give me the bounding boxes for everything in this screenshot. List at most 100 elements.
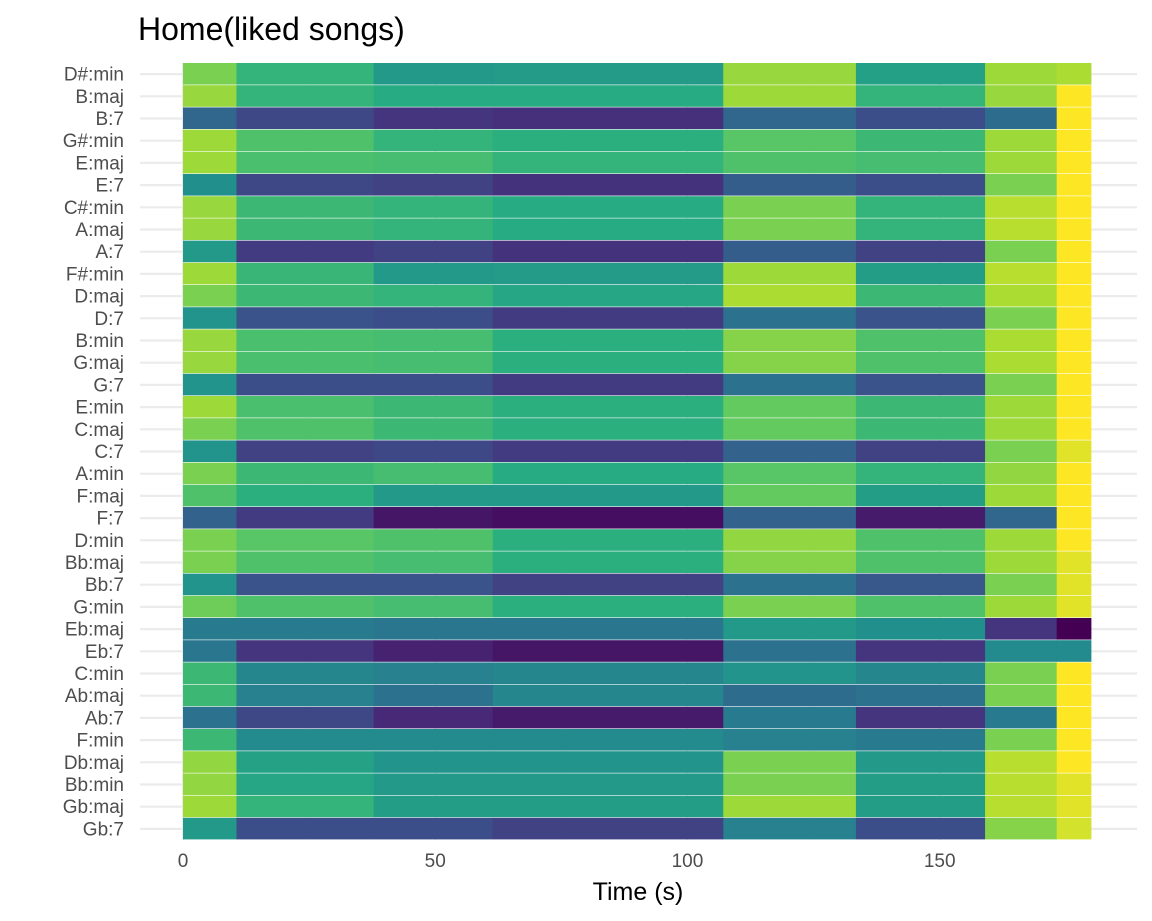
heatmap-cell <box>373 595 494 618</box>
heatmap-cell <box>723 418 857 440</box>
y-tick-label: Ab:7 <box>85 708 124 729</box>
heatmap-cell <box>855 817 986 840</box>
heatmap-cell <box>985 817 1058 840</box>
heatmap-cell <box>855 196 986 218</box>
heatmap-cell <box>373 462 494 485</box>
heatmap-cell <box>855 85 986 107</box>
heatmap-cell <box>183 351 237 374</box>
heatmap-cell <box>855 618 986 640</box>
y-tick-label: E:maj <box>75 153 124 174</box>
heatmap-cell <box>373 329 494 351</box>
heatmap-cell <box>855 507 986 529</box>
heatmap-cell <box>855 373 986 396</box>
heatmap-cell <box>183 773 237 795</box>
heatmap-cell <box>236 706 375 729</box>
heatmap-cell <box>985 418 1058 440</box>
heatmap-cell <box>723 307 857 329</box>
heatmap-cell <box>183 329 237 351</box>
heatmap-cell <box>492 107 724 129</box>
y-tick-label: D#:min <box>64 65 124 86</box>
heatmap-cell <box>373 240 494 263</box>
heatmap-cell <box>1056 795 1092 818</box>
heatmap-cell <box>492 551 724 573</box>
heatmap-cell <box>985 551 1058 573</box>
y-tick-label: B:maj <box>75 87 124 108</box>
heatmap-cell <box>373 107 494 129</box>
y-tick-label: E:7 <box>95 176 124 197</box>
heatmap-cell <box>183 307 237 329</box>
heatmap-cell <box>236 751 375 773</box>
heatmap-cell <box>492 85 724 107</box>
heatmap-cell <box>1056 529 1092 551</box>
heatmap-cell <box>492 196 724 218</box>
heatmap-cell <box>985 706 1058 729</box>
heatmap-cell <box>1056 218 1092 240</box>
heatmap-cell <box>1056 573 1092 596</box>
heatmap-cell <box>236 551 375 573</box>
heatmap-cell <box>492 351 724 374</box>
heatmap-cell <box>492 729 724 751</box>
heatmap-cell <box>492 440 724 462</box>
heatmap-cell <box>985 462 1058 485</box>
heatmap-cell <box>855 751 986 773</box>
heatmap-cell <box>373 751 494 773</box>
heatmap-cell <box>373 285 494 307</box>
heatmap-cell <box>723 595 857 618</box>
heatmap-cell <box>1056 618 1092 640</box>
heatmap-cell <box>236 396 375 418</box>
heatmap-cell <box>985 351 1058 374</box>
y-tick-label: D:min <box>74 531 124 552</box>
heatmap-cell <box>855 262 986 285</box>
heatmap-cell <box>492 573 724 596</box>
heatmap-cell <box>723 640 857 662</box>
x-axis-label: Time (s) <box>593 878 684 906</box>
heatmap-cell <box>723 262 857 285</box>
heatmap-cell <box>236 174 375 196</box>
heatmap-cell <box>183 484 237 507</box>
heatmap-cell <box>723 107 857 129</box>
heatmap-cell <box>492 817 724 840</box>
y-tick-label: Bb:maj <box>65 553 124 574</box>
heatmap-cell <box>723 63 857 85</box>
heatmap-cell <box>492 174 724 196</box>
heatmap-cell <box>855 529 986 551</box>
heatmap-cell <box>183 63 237 85</box>
heatmap-cell <box>183 85 237 107</box>
heatmap-cell <box>1056 507 1092 529</box>
heatmap-cell <box>985 751 1058 773</box>
heatmap-cell <box>373 618 494 640</box>
heatmap-cell <box>985 63 1058 85</box>
y-tick-label: Gb:7 <box>83 819 124 840</box>
y-tick-label: A:7 <box>95 242 124 263</box>
heatmap-cell <box>1056 85 1092 107</box>
heatmap-cell <box>723 373 857 396</box>
heatmap-cell <box>1056 462 1092 485</box>
heatmap-cell <box>723 706 857 729</box>
heatmap-cell <box>183 373 237 396</box>
heatmap-cells <box>183 63 1092 840</box>
heatmap-cell <box>1056 151 1092 174</box>
heatmap-cell <box>985 662 1058 684</box>
heatmap-cell <box>183 529 237 551</box>
heatmap-cell <box>183 795 237 818</box>
y-tick-label: Eb:7 <box>85 642 124 663</box>
heatmap-cell <box>985 240 1058 263</box>
heatmap-cell <box>236 373 375 396</box>
heatmap-cell <box>723 462 857 485</box>
heatmap-cell <box>373 174 494 196</box>
heatmap-cell <box>492 706 724 729</box>
heatmap-cell <box>492 329 724 351</box>
heatmap-cell <box>855 129 986 152</box>
heatmap-cell <box>236 107 375 129</box>
heatmap-cell <box>236 85 375 107</box>
heatmap-cell <box>183 440 237 462</box>
heatmap-cell <box>183 640 237 662</box>
heatmap-cell <box>492 795 724 818</box>
heatmap-cell <box>855 640 986 662</box>
heatmap-cell <box>723 285 857 307</box>
y-tick-label: Db:maj <box>64 753 124 774</box>
heatmap-cell <box>236 240 375 263</box>
heatmap-cell <box>1056 107 1092 129</box>
heatmap-cell <box>236 595 375 618</box>
heatmap-cell <box>373 484 494 507</box>
